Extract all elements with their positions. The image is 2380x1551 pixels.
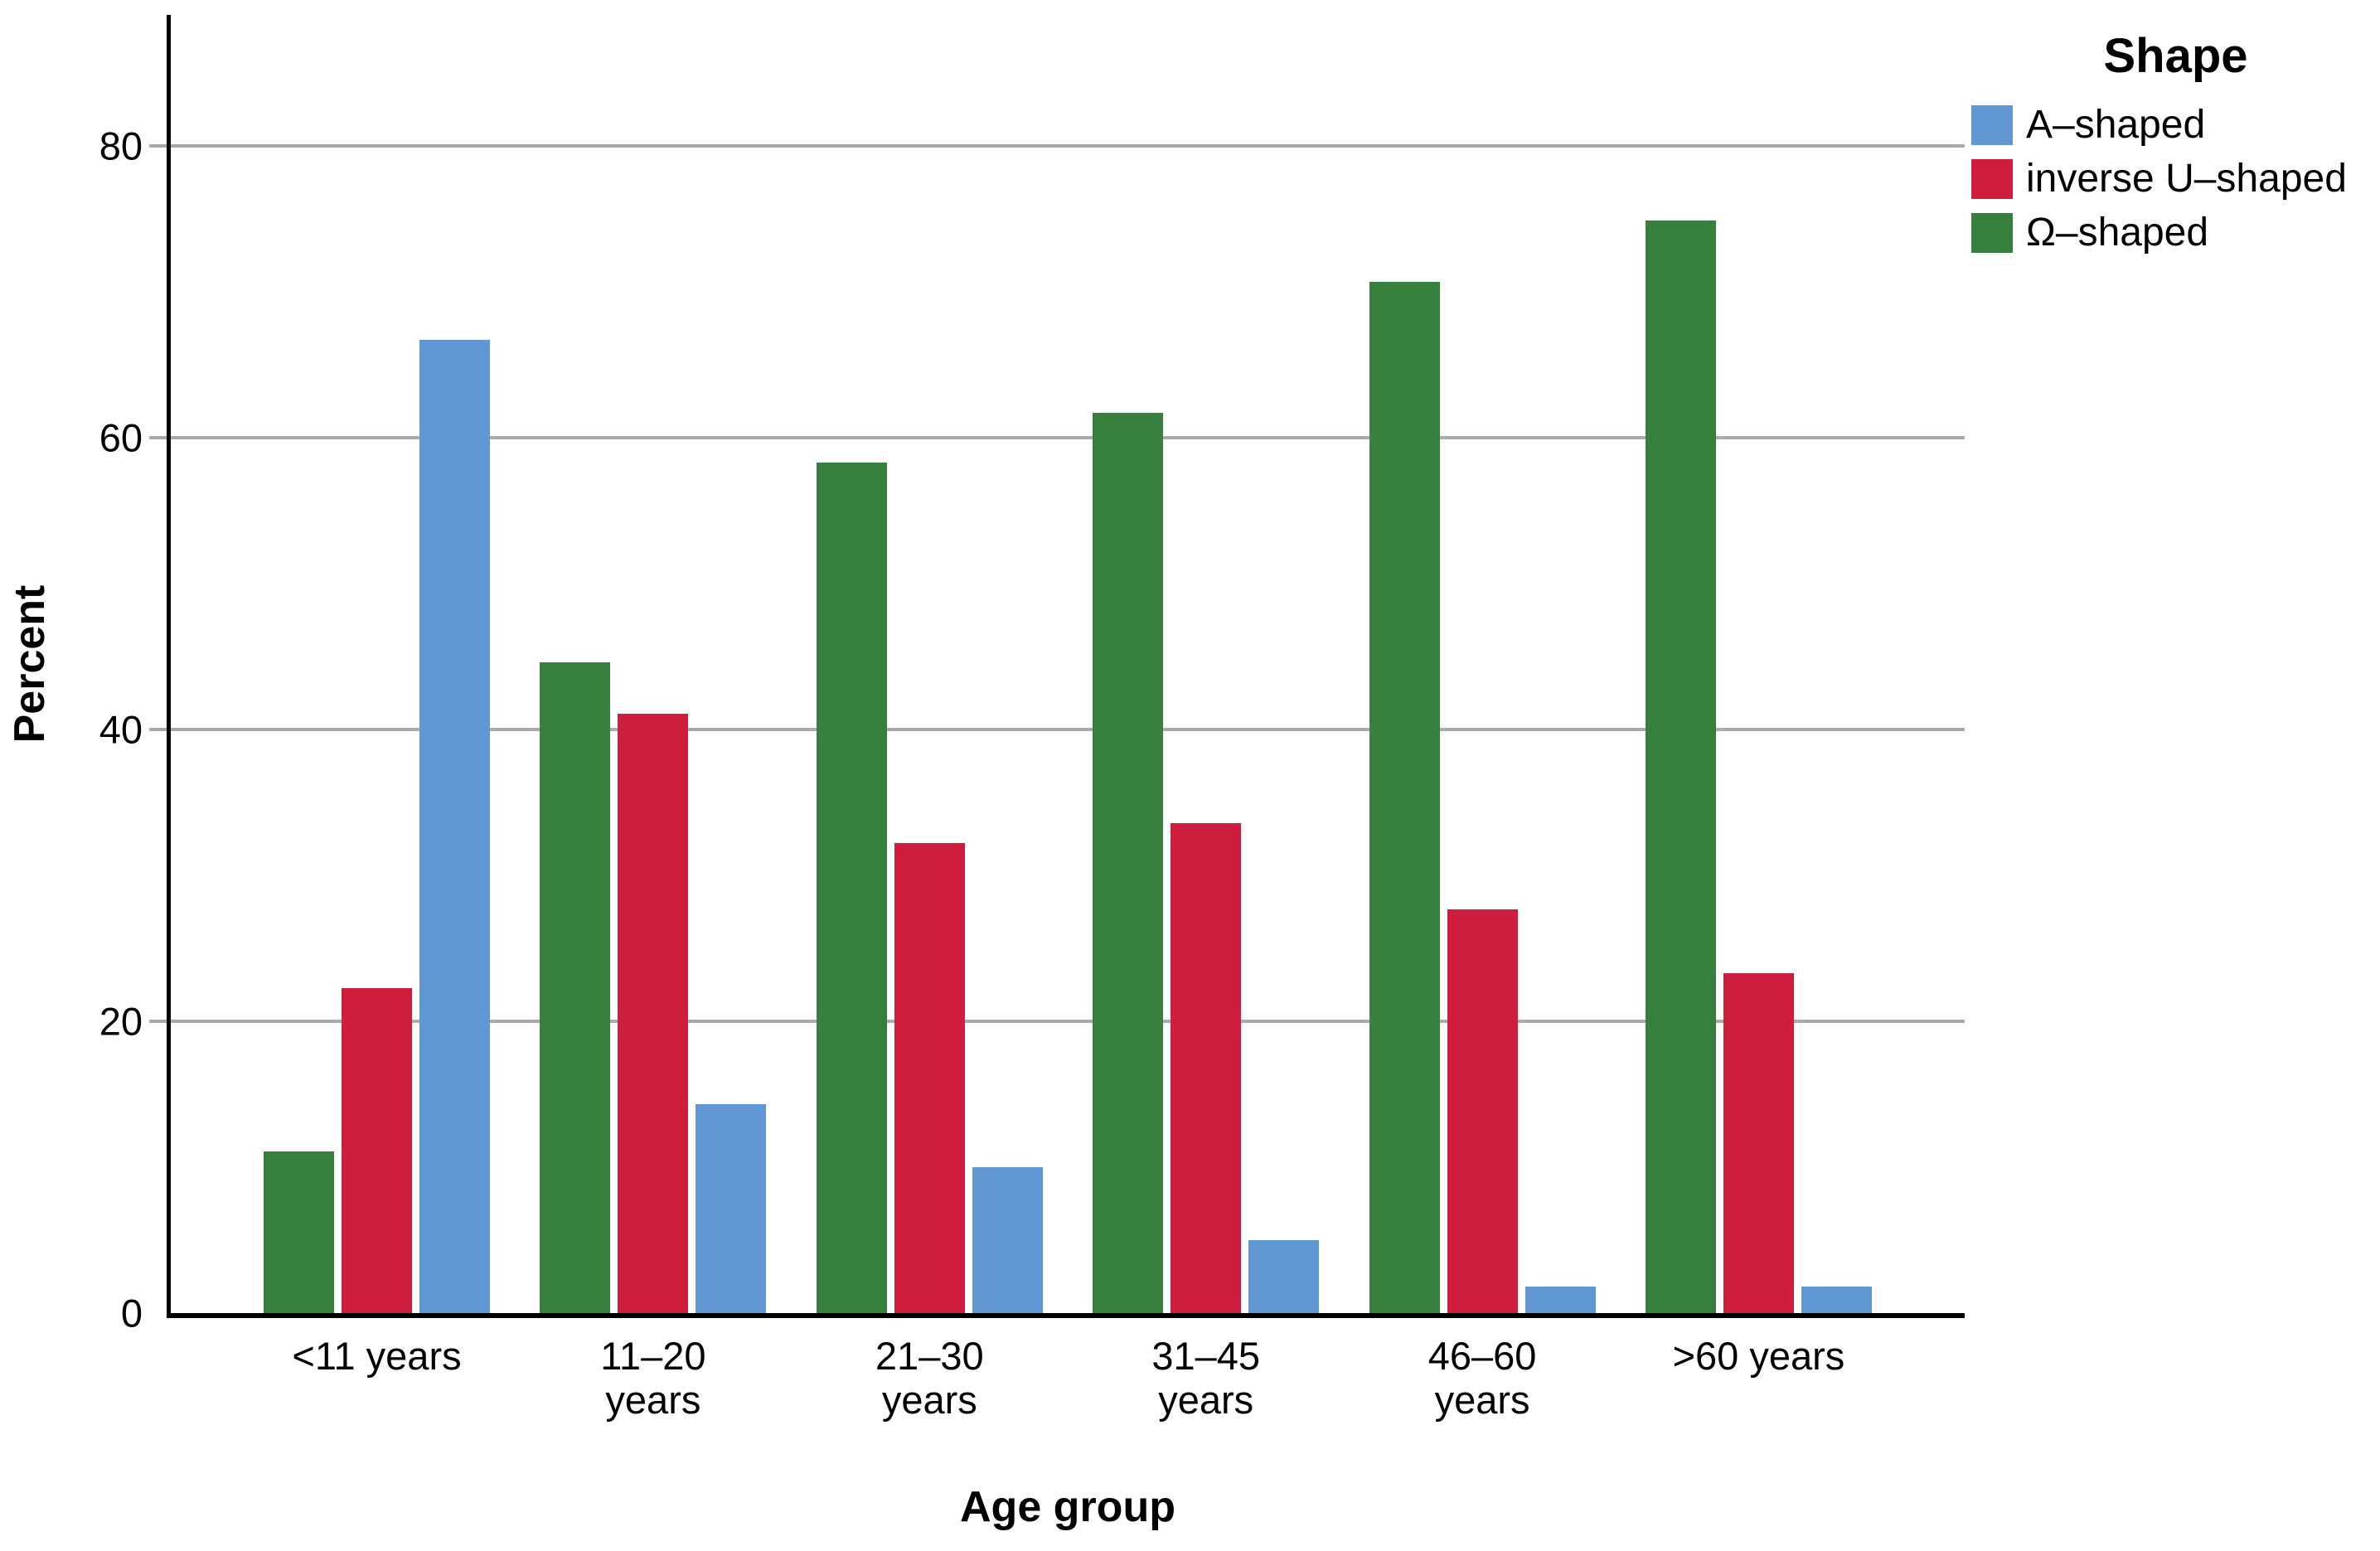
y-tick-label-0: 0 xyxy=(120,1291,143,1335)
bar-groups: <11 years 11–20 years 21–30 years 31–45 yea… xyxy=(171,15,1965,1422)
gridline-20 xyxy=(149,1020,1965,1024)
bar-inverse-u-shaped-group1 xyxy=(342,987,412,1313)
bar-inverse-u-shaped-group4 xyxy=(1171,822,1242,1313)
bar-a-shaped-group4 xyxy=(1248,1240,1320,1313)
gridline-40 xyxy=(149,728,1965,732)
legend-title: Shape xyxy=(2103,29,2248,83)
x-category-label-6: >60 years xyxy=(1672,1334,1845,1378)
legend-label-inverse-u-shaped: inverse U–shaped xyxy=(2026,156,2347,201)
bar-group-2: 11–20 years xyxy=(540,15,767,1422)
legend-item-a-shaped: A–shaped xyxy=(1971,103,2380,148)
legend-swatch-inverse-u-shaped xyxy=(1971,159,2013,200)
bar--shaped-group1 xyxy=(264,1151,334,1313)
bar-group-3: 21–30 years xyxy=(816,15,1043,1422)
y-tick-label-40: 40 xyxy=(99,707,143,752)
y-tick-label-80: 80 xyxy=(99,124,143,168)
legend-item-inverse-u-shaped: inverse U–shaped xyxy=(1971,156,2380,201)
legend: Shape A–shaped inverse U–shaped Ω–shaped xyxy=(1971,28,2380,264)
bar-inverse-u-shaped-group2 xyxy=(618,713,689,1313)
x-axis-line xyxy=(167,1313,1965,1318)
x-category-label-3: 21–30 years xyxy=(875,1334,984,1422)
plot-area: <11 years 11–20 years 21–30 years 31–45 yea… xyxy=(149,15,1965,1422)
legend-swatch-omega-shaped xyxy=(1971,212,2013,253)
gridline-80 xyxy=(149,144,1965,148)
bar-inverse-u-shaped-group3 xyxy=(894,843,965,1313)
bar-group-4: 31–45 years xyxy=(1093,15,1320,1422)
bar-inverse-u-shaped-group5 xyxy=(1447,909,1518,1313)
bar-group-6: >60 years xyxy=(1645,15,1872,1378)
legend-label-a-shaped: A–shaped xyxy=(2026,103,2206,147)
x-category-label-1: <11 years xyxy=(292,1334,462,1378)
bar-a-shaped-group5 xyxy=(1524,1287,1596,1313)
y-tick-label-20: 20 xyxy=(99,999,143,1044)
bar--shaped-group3 xyxy=(816,463,887,1313)
bar-inverse-u-shaped-group6 xyxy=(1723,973,1794,1313)
x-category-label-5: 46–60 years xyxy=(1428,1334,1537,1422)
bar-group-1: <11 years xyxy=(264,15,490,1378)
y-tick-label-60: 60 xyxy=(99,415,143,460)
x-category-label-4: 31–45 years xyxy=(1151,1334,1261,1422)
bar--shaped-group4 xyxy=(1093,413,1164,1313)
y-axis-line xyxy=(167,15,171,1318)
bar--shaped-group5 xyxy=(1369,282,1440,1313)
x-category-label-2: 11–20 years xyxy=(600,1334,706,1422)
x-axis-title: Age group xyxy=(960,1483,1175,1531)
bar-a-shaped-group2 xyxy=(696,1104,767,1313)
y-axis-tick-labels: 0 20 40 60 80 xyxy=(0,15,143,1333)
legend-swatch-a-shaped xyxy=(1971,105,2013,146)
bar-a-shaped-group6 xyxy=(1801,1287,1872,1313)
legend-label-omega-shaped: Ω–shaped xyxy=(2026,210,2209,254)
legend-item-omega-shaped: Ω–shaped xyxy=(1971,211,2380,255)
bar-a-shaped-group3 xyxy=(972,1167,1043,1313)
bar--shaped-group6 xyxy=(1645,221,1716,1313)
gridline-60 xyxy=(149,436,1965,440)
bar-group-5: 46–60 years xyxy=(1369,15,1596,1422)
bar-a-shaped-group1 xyxy=(419,340,490,1313)
gridlines xyxy=(149,15,1965,1313)
bar--shaped-group2 xyxy=(540,662,611,1313)
